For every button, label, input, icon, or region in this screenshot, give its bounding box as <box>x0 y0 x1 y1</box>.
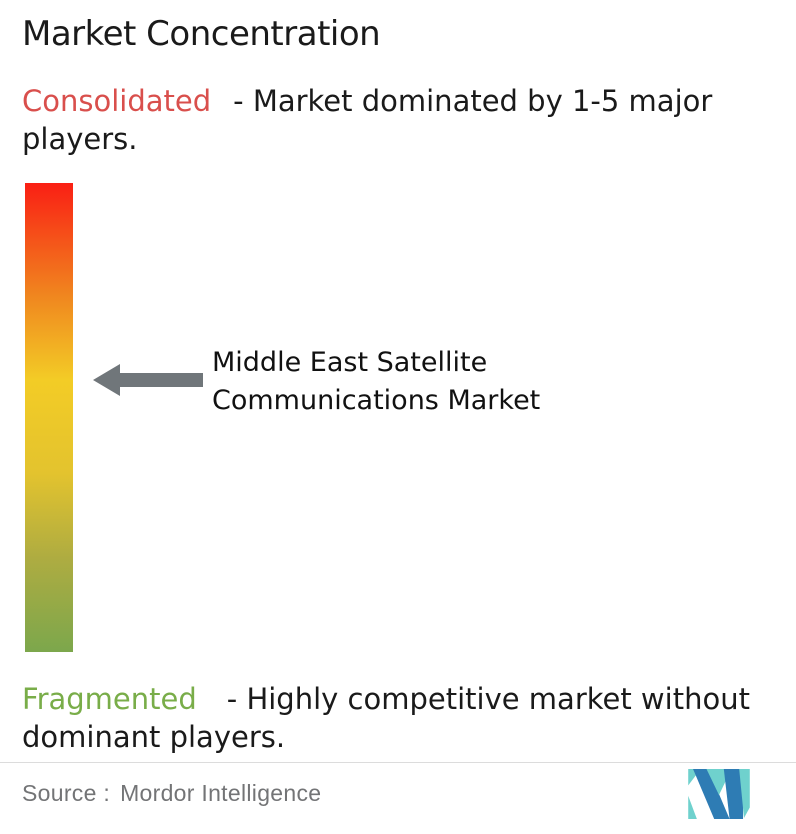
source-line: Source : Mordor Intelligence <box>22 780 321 807</box>
consolidated-description: - Market dominated by 1-5 major players. <box>22 84 713 156</box>
left-arrow-icon <box>93 364 203 396</box>
consolidated-legend: Consolidated - Market dominated by 1-5 ma… <box>22 82 766 158</box>
source-value: Mordor Intelligence <box>120 780 322 806</box>
fragmented-term: Fragmented <box>22 682 197 716</box>
left-arrow-shape <box>93 364 203 396</box>
logo-blue-band-left <box>693 769 730 819</box>
fragmented-legend: Fragmented - Highly competitive market wi… <box>22 680 796 756</box>
concentration-gradient-bar <box>25 183 73 652</box>
market-callout-label: Middle East Satellite Communications Mar… <box>212 347 541 416</box>
logo-teal-right-bar <box>739 769 750 819</box>
logo-blue-band-right <box>723 769 744 819</box>
source-label: Source : <box>22 780 111 806</box>
logo-teal-bottom-left <box>688 795 697 819</box>
page-title: Market Concentration <box>22 14 381 54</box>
mordor-intelligence-logo-icon <box>688 769 750 819</box>
consolidated-term: Consolidated <box>22 84 212 118</box>
fragmented-description: - Highly competitive market without domi… <box>22 682 750 754</box>
footer-divider <box>0 762 796 763</box>
